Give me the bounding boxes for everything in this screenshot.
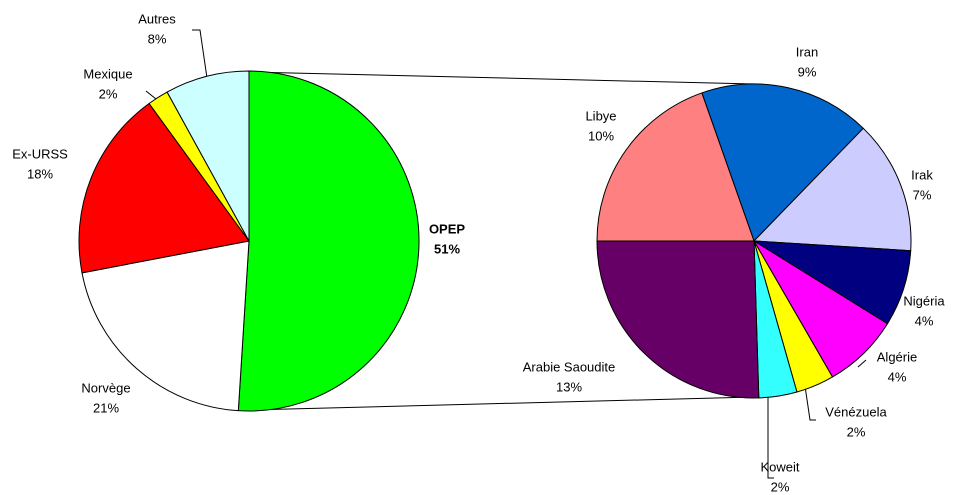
value-label: 7% xyxy=(913,187,932,202)
pie-slice xyxy=(81,240,250,412)
value-label: 2% xyxy=(99,86,118,101)
pie-slice xyxy=(596,240,760,399)
connector-line xyxy=(248,71,755,85)
slice-label: Ex-URSS xyxy=(12,146,68,161)
value-label: 2% xyxy=(847,424,866,439)
slice-label: Nigéria xyxy=(903,293,945,308)
value-label: 2% xyxy=(771,479,790,494)
pie-slice xyxy=(752,127,912,252)
value-label: 21% xyxy=(93,400,119,415)
leader-line xyxy=(145,90,157,100)
slice-label: Koweit xyxy=(760,459,799,474)
slice-label: Irak xyxy=(911,167,933,182)
value-label: 51% xyxy=(434,241,460,256)
slice-label: Algérie xyxy=(877,349,917,364)
value-label: 9% xyxy=(798,64,817,79)
leader-line xyxy=(192,29,208,79)
pie-slice xyxy=(166,70,250,242)
slice-label: Norvège xyxy=(81,380,130,395)
value-label: 4% xyxy=(888,369,907,384)
slice-label: OPEP xyxy=(429,221,465,236)
connector-line xyxy=(248,396,755,411)
pie-slice xyxy=(237,70,420,412)
pie-slice xyxy=(701,83,865,242)
slice-label: Vénézuela xyxy=(825,404,887,419)
leader-line xyxy=(804,385,816,421)
slice-label: Iran xyxy=(796,44,818,59)
value-label: 13% xyxy=(556,379,582,394)
value-label: 8% xyxy=(148,31,167,46)
pie-slice xyxy=(596,92,755,242)
leader-line xyxy=(767,396,774,479)
slice-label: Arabie Saoudite xyxy=(523,359,616,374)
value-label: 18% xyxy=(27,166,53,181)
value-label: 10% xyxy=(588,128,614,143)
slice-label: Autres xyxy=(138,11,176,26)
slice-label: Mexique xyxy=(83,66,132,81)
pie-slice xyxy=(78,102,250,274)
value-label: 4% xyxy=(915,313,934,328)
slice-label: Libye xyxy=(585,108,616,123)
leader-line xyxy=(857,359,867,368)
